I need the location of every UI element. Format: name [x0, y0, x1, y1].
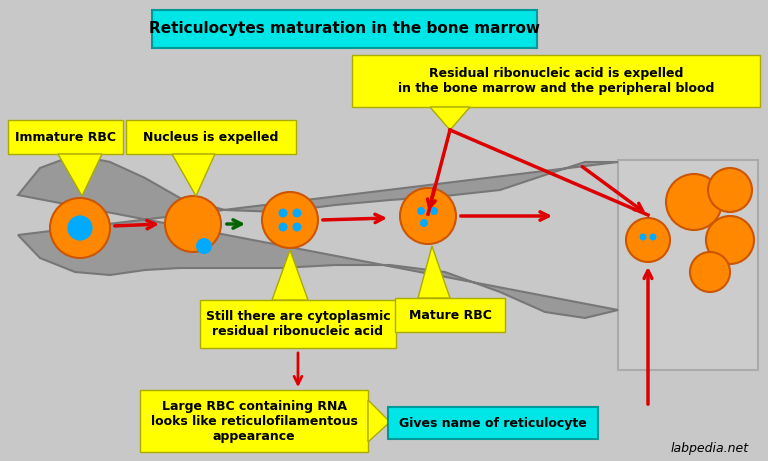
- Text: Gives name of reticulocyte: Gives name of reticulocyte: [399, 416, 587, 430]
- Circle shape: [706, 216, 754, 264]
- Circle shape: [666, 174, 722, 230]
- Text: Reticulocytes maturation in the bone marrow: Reticulocytes maturation in the bone mar…: [149, 22, 540, 36]
- Polygon shape: [618, 160, 758, 370]
- Polygon shape: [272, 250, 308, 300]
- Circle shape: [196, 238, 212, 254]
- Polygon shape: [8, 120, 123, 154]
- Circle shape: [293, 223, 302, 231]
- Polygon shape: [200, 300, 396, 348]
- Circle shape: [293, 208, 302, 218]
- Circle shape: [430, 207, 438, 215]
- Circle shape: [640, 234, 647, 241]
- Circle shape: [279, 208, 287, 218]
- Circle shape: [400, 188, 456, 244]
- Circle shape: [262, 192, 318, 248]
- Polygon shape: [126, 120, 296, 154]
- Polygon shape: [352, 55, 760, 107]
- Circle shape: [708, 168, 752, 212]
- Polygon shape: [18, 155, 618, 318]
- Polygon shape: [418, 246, 450, 298]
- Text: Residual ribonucleic acid is expelled
in the bone marrow and the peripheral bloo: Residual ribonucleic acid is expelled in…: [398, 67, 714, 95]
- Polygon shape: [368, 400, 390, 442]
- Circle shape: [68, 215, 93, 241]
- Polygon shape: [395, 298, 505, 332]
- Circle shape: [165, 196, 221, 252]
- Circle shape: [417, 207, 425, 215]
- Polygon shape: [430, 107, 470, 130]
- Circle shape: [279, 223, 287, 231]
- Text: Nucleus is expelled: Nucleus is expelled: [144, 130, 279, 143]
- Circle shape: [650, 234, 657, 241]
- Text: Large RBC containing RNA
looks like reticulofilamentous
appearance: Large RBC containing RNA looks like reti…: [151, 400, 357, 443]
- Text: Still there are cytoplasmic
residual ribonucleic acid: Still there are cytoplasmic residual rib…: [206, 310, 390, 338]
- Circle shape: [626, 218, 670, 262]
- Text: labpedia.net: labpedia.net: [671, 442, 749, 455]
- Text: Immature RBC: Immature RBC: [15, 130, 116, 143]
- Text: Mature RBC: Mature RBC: [409, 308, 492, 321]
- Circle shape: [420, 219, 428, 227]
- Polygon shape: [152, 10, 537, 48]
- Polygon shape: [172, 154, 215, 196]
- Circle shape: [50, 198, 110, 258]
- Polygon shape: [140, 390, 368, 452]
- Polygon shape: [388, 407, 598, 439]
- Polygon shape: [58, 154, 102, 196]
- Circle shape: [690, 252, 730, 292]
